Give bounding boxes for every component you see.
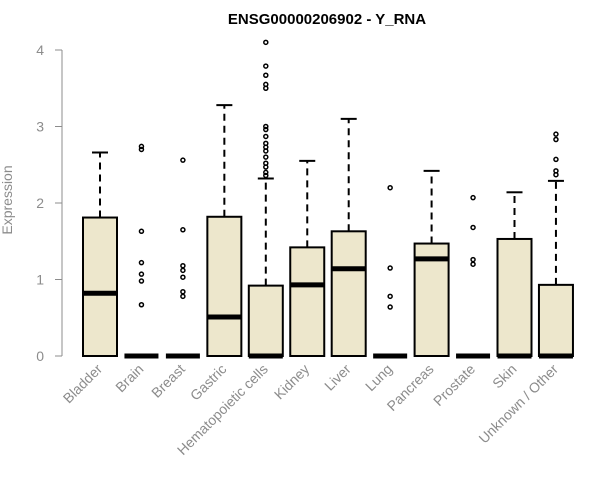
outlier-point <box>138 146 145 153</box>
y-tick-label: 1 <box>36 272 44 288</box>
box-group <box>247 39 284 359</box>
box-group <box>537 131 574 359</box>
outlier-point <box>263 63 269 69</box>
outlier-point <box>263 164 269 170</box>
outlier-point <box>180 293 186 300</box>
outlier-point <box>138 301 145 308</box>
box-group <box>124 143 159 359</box>
x-tick-label: Prostate <box>430 361 478 409</box>
outlier-point <box>553 136 559 143</box>
box <box>82 216 118 357</box>
x-tick-label: Unknown / Other <box>475 361 561 447</box>
outlier-point <box>263 85 269 91</box>
y-axis-label: Expression <box>0 165 15 234</box>
box-group <box>413 169 450 357</box>
outlier-point <box>263 169 269 176</box>
outlier-point <box>387 265 393 271</box>
y-tick-label: 2 <box>36 195 44 211</box>
chart-title: ENSG00000206902 - Y_RNA <box>228 11 426 28</box>
outlier-point <box>263 39 269 46</box>
x-tick-label: Brain <box>112 361 146 395</box>
outlier-point <box>470 224 476 231</box>
box-group <box>165 157 200 359</box>
box-group <box>289 159 326 357</box>
box-group <box>330 117 367 357</box>
box-group <box>456 194 491 359</box>
outlier-point <box>553 131 559 137</box>
outlier-point <box>138 278 145 284</box>
box <box>537 283 574 358</box>
outlier-point <box>180 288 186 295</box>
outlier-point <box>263 123 269 130</box>
outlier-point <box>138 143 145 150</box>
outlier-point <box>387 293 393 300</box>
outlier-point <box>263 72 269 78</box>
x-tick-label: Liver <box>321 361 354 394</box>
box-group <box>82 151 118 357</box>
box <box>496 237 533 357</box>
outlier-point <box>180 274 186 280</box>
outlier-point <box>180 227 186 233</box>
y-tick-label: 3 <box>36 119 44 135</box>
outlier-point <box>263 133 269 140</box>
outlier-point <box>263 126 269 133</box>
outlier-point <box>263 154 269 160</box>
box-group <box>496 191 533 359</box>
box <box>413 242 450 357</box>
outlier-point <box>470 256 476 263</box>
box <box>247 284 284 357</box>
outlier-point <box>180 157 186 163</box>
outlier-point <box>387 304 393 310</box>
outlier-point <box>470 261 476 267</box>
box-group <box>373 184 408 359</box>
y-tick-label: 4 <box>36 42 44 58</box>
x-tick-label: Kidney <box>271 361 313 403</box>
box-group <box>206 104 243 357</box>
x-tick-label: Breast <box>148 361 188 401</box>
box <box>289 246 326 357</box>
x-tick-label: Lung <box>362 361 395 394</box>
outlier-point <box>263 148 269 154</box>
outlier-point <box>387 184 393 191</box>
outlier-point <box>553 171 559 178</box>
boxes <box>82 39 574 359</box>
y-tick-label: 0 <box>36 348 44 364</box>
outlier-point <box>553 156 559 163</box>
outlier-point <box>138 228 145 235</box>
outlier-point <box>180 262 186 269</box>
outlier-point <box>180 267 186 274</box>
y-axis: 0 1 2 3 4 <box>36 42 63 364</box>
outlier-point <box>263 172 269 179</box>
box <box>206 215 243 357</box>
x-tick-label: Skin <box>489 361 520 392</box>
outlier-point <box>138 259 145 266</box>
x-tick-label: Bladder <box>60 361 106 407</box>
outlier-point <box>470 194 476 201</box>
box <box>330 230 367 357</box>
outlier-point <box>138 271 145 277</box>
